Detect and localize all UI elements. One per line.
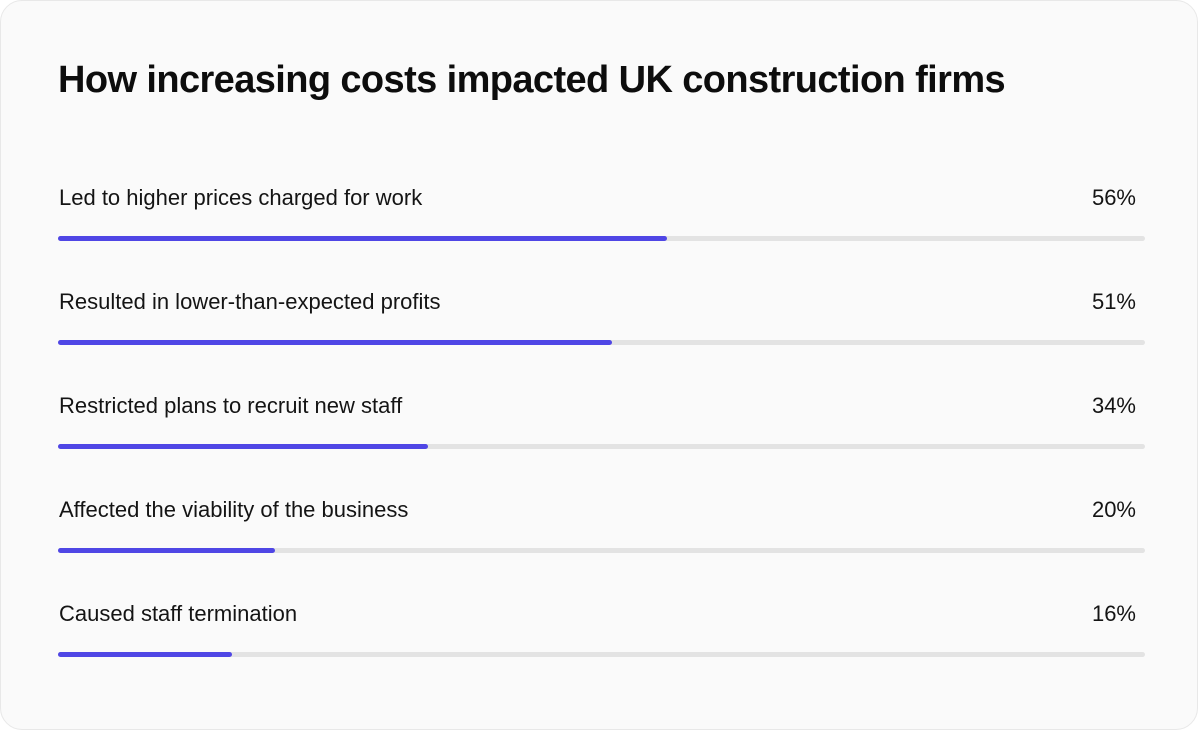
bar-label: Resulted in lower-than-expected profits bbox=[59, 289, 441, 314]
bar-track bbox=[58, 340, 1145, 345]
bar-row: Restricted plans to recruit new staff 34% bbox=[58, 391, 1145, 461]
bar-track bbox=[58, 548, 1145, 553]
bar-label: Affected the viability of the business bbox=[59, 497, 409, 522]
bar bbox=[58, 340, 612, 345]
bar bbox=[58, 652, 232, 657]
bar-row: Caused staff termination 16% bbox=[58, 599, 1145, 669]
bar-value-label: 16% bbox=[1091, 601, 1136, 626]
bar-value-label: 51% bbox=[1091, 289, 1136, 314]
bar-value-label: 34% bbox=[1091, 393, 1136, 418]
bar-value-label: 20% bbox=[1091, 497, 1136, 522]
bar-track bbox=[58, 652, 1145, 657]
bar-row: Led to higher prices charged for work 56% bbox=[58, 183, 1145, 253]
bar bbox=[58, 236, 667, 241]
bar bbox=[58, 444, 428, 449]
bar-row: Resulted in lower-than-expected profits 5… bbox=[58, 287, 1145, 357]
chart-title: How increasing costs impacted UK constru… bbox=[58, 59, 1006, 101]
bar-label: Restricted plans to recruit new staff bbox=[59, 393, 403, 418]
bar bbox=[58, 548, 275, 553]
bar-label: Led to higher prices charged for work bbox=[59, 185, 423, 210]
bar-row: Affected the viability of the business 20… bbox=[58, 495, 1145, 565]
bar-track bbox=[58, 444, 1145, 449]
bar-label: Caused staff termination bbox=[59, 601, 298, 626]
bar-value-label: 56% bbox=[1091, 185, 1136, 210]
bar-track bbox=[58, 236, 1145, 241]
